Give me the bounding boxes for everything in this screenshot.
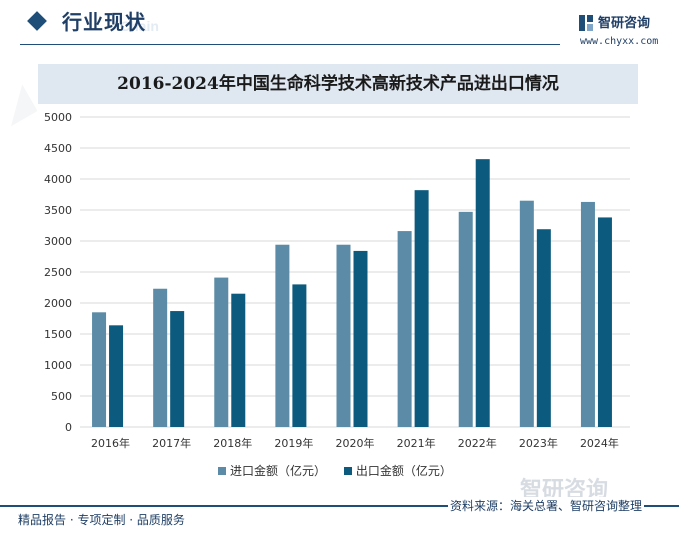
- y-tick-label: 1500: [44, 328, 72, 341]
- brand-name: 智研咨询: [598, 16, 651, 31]
- y-tick-label: 500: [51, 390, 72, 403]
- bar-import-2024年: [580, 201, 595, 427]
- legend-swatch-export: [343, 466, 352, 475]
- x-tick-label: 2022年: [458, 436, 497, 450]
- footer-slogan: 精品报告 · 专项定制 · 品质服务: [18, 513, 185, 527]
- bar-export-2017年: [170, 311, 185, 427]
- y-tick-label: 0: [65, 421, 72, 434]
- bar-export-2024年: [597, 217, 612, 427]
- y-tick-label: 4500: [44, 142, 72, 155]
- y-tick-label: 5000: [44, 111, 72, 124]
- y-tick-label: 1000: [44, 359, 72, 372]
- x-tick-label: 2024年: [580, 436, 619, 450]
- x-tick-label: 2019年: [274, 436, 313, 450]
- x-tick-label: 2021年: [397, 436, 436, 450]
- ghost-english-text: Chain: [120, 18, 159, 34]
- legend-label-import: 进口金额（亿元）: [230, 464, 327, 478]
- legend-item-export: 出口金额（亿元）: [343, 462, 452, 479]
- source-note: 资料来源：海关总署、智研咨询整理: [448, 497, 645, 514]
- x-tick-label: 2020年: [336, 436, 375, 450]
- y-tick-label: 2500: [44, 266, 72, 279]
- footer-divider: [0, 505, 679, 507]
- legend-item-import: 进口金额（亿元）: [218, 462, 326, 479]
- bar-export-2022年: [475, 159, 490, 427]
- bar-export-2021年: [414, 190, 429, 427]
- bar-import-2019年: [275, 244, 290, 427]
- bar-export-2018年: [231, 293, 246, 427]
- bar-import-2017年: [153, 288, 168, 427]
- brand-url: www.chyxx.com: [580, 36, 659, 47]
- legend: 进口金额（亿元） 出口金额（亿元）: [218, 462, 466, 479]
- header-divider: [20, 44, 560, 45]
- bar-import-2020年: [336, 244, 351, 427]
- y-tick-label: 4000: [44, 173, 72, 186]
- legend-label-export: 出口金额（亿元）: [355, 464, 452, 478]
- bar-import-2016年: [92, 312, 107, 427]
- bar-export-2016年: [109, 325, 124, 427]
- bar-export-2019年: [292, 284, 307, 427]
- bar-import-2021年: [397, 231, 412, 427]
- x-tick-label: 2023年: [519, 436, 558, 450]
- y-tick-label: 3000: [44, 235, 72, 248]
- brand-logo-icon: [579, 15, 593, 31]
- bar-import-2023年: [519, 200, 534, 427]
- x-tick-label: 2016年: [91, 436, 130, 450]
- chart-title-band: 2016-2024年中国生命科学技术高新技术产品进出口情况: [38, 64, 638, 104]
- bar-import-2018年: [214, 277, 229, 427]
- header: Chain 行业现状 智研咨询 www.chyxx.com: [0, 0, 679, 48]
- bar-import-2022年: [458, 211, 473, 427]
- legend-swatch-import: [218, 466, 226, 475]
- y-tick-label: 3500: [44, 204, 72, 217]
- bar-export-2020年: [353, 250, 368, 427]
- y-tick-label: 2000: [44, 297, 72, 310]
- section-title: 行业现状: [62, 10, 146, 34]
- chart-title: 2016-2024年中国生命科学技术高新技术产品进出口情况: [117, 74, 559, 94]
- x-tick-label: 2017年: [152, 436, 191, 450]
- bar-export-2023年: [536, 229, 551, 427]
- x-tick-label: 2018年: [213, 436, 252, 450]
